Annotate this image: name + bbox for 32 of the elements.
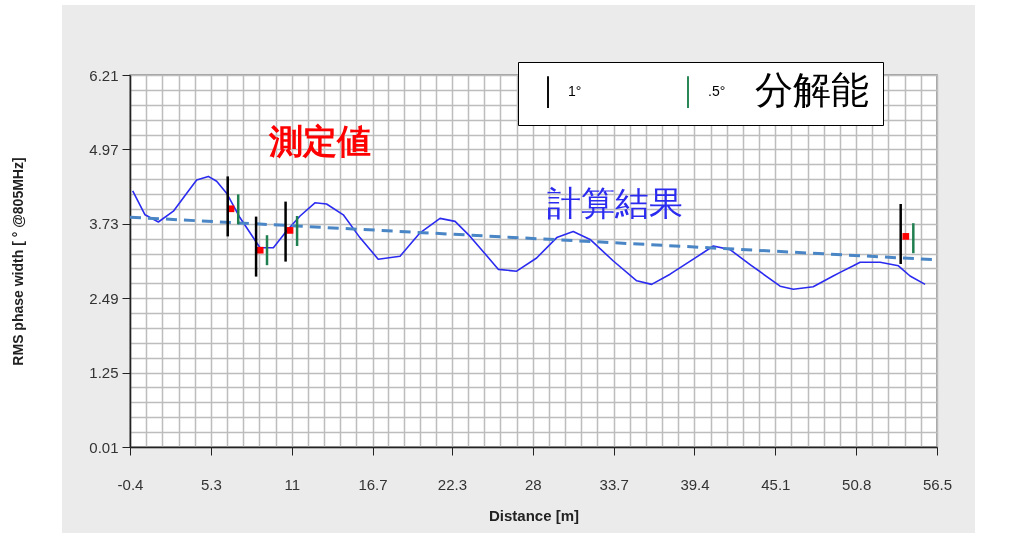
legend-label: .5° — [708, 83, 726, 100]
bar — [226, 176, 229, 237]
x-tick-label: 16.7 — [358, 475, 388, 493]
x-tick-label: 45.1 — [761, 475, 791, 493]
x-tick-label: 5.3 — [200, 475, 222, 493]
y-axis-title: RMS phase width [ ° @805MHz] — [9, 157, 26, 366]
bar — [284, 201, 287, 262]
legend-title: 分解能 — [755, 69, 869, 111]
x-tick-label: 56.5 — [922, 475, 953, 493]
series-label: 計算結果 — [547, 184, 683, 222]
series-label: 測定値 — [268, 122, 371, 160]
point — [902, 233, 910, 240]
x-tick-label: -0.4 — [117, 475, 144, 493]
line-series — [131, 175, 926, 290]
x-tick-label: 50.8 — [842, 475, 872, 493]
point — [256, 246, 264, 254]
y-tick-label: 3.73 — [89, 215, 119, 233]
y-tick-label: 4.97 — [89, 140, 119, 158]
x-tick-label: 28 — [524, 475, 542, 493]
y-tick-label: 1.25 — [89, 364, 119, 382]
bar — [912, 223, 915, 254]
bar — [899, 204, 902, 264]
x-tick-label: 11 — [284, 475, 300, 493]
x-tick-label: 22.3 — [437, 475, 468, 493]
y-tick-label: 6.21 — [89, 66, 119, 84]
y-tick-label: 0.01 — [89, 438, 119, 456]
x-tick-label: 39.4 — [680, 475, 710, 493]
x-tick-label: 33.7 — [599, 475, 629, 493]
y-tick-label: 2.49 — [89, 289, 119, 307]
x-axis-title: Distance [m] — [488, 506, 580, 524]
legend-label: 1° — [568, 83, 582, 100]
point — [286, 227, 294, 234]
